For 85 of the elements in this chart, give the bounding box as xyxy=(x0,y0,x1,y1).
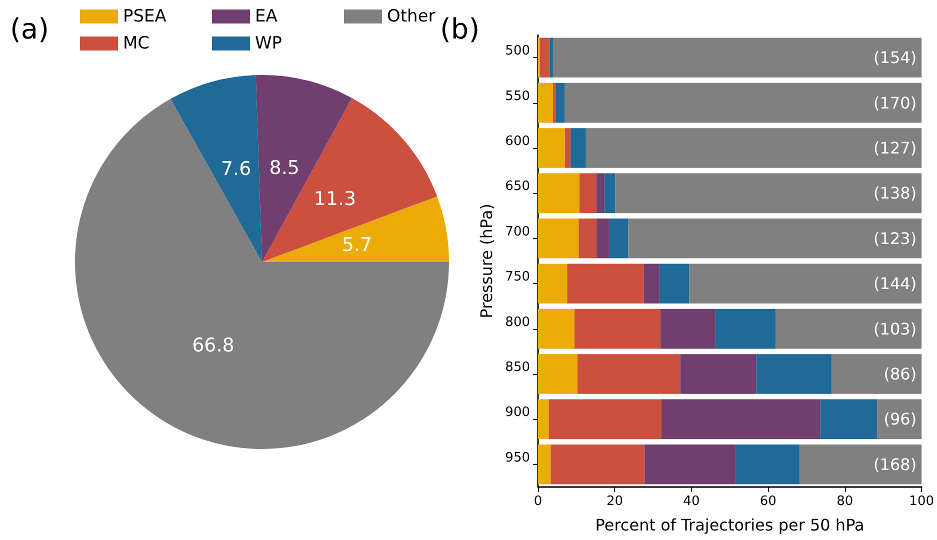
bar xyxy=(538,173,580,214)
annotation: (144) xyxy=(874,274,917,294)
bar xyxy=(628,218,922,258)
bar xyxy=(689,264,922,304)
bar xyxy=(548,399,662,440)
annotation: (168) xyxy=(874,454,917,474)
legend-label: Other xyxy=(387,6,436,26)
x-tick-label: 40 xyxy=(683,494,700,509)
bar xyxy=(538,308,574,349)
data-label: 11.3 xyxy=(314,188,356,210)
annotation: (96) xyxy=(884,410,917,429)
y-tick-label: 800 xyxy=(505,314,530,330)
bar xyxy=(776,308,922,349)
bar xyxy=(574,308,660,349)
bar xyxy=(552,82,556,123)
bar xyxy=(660,308,716,349)
y-tick-label: 550 xyxy=(505,88,530,104)
bar xyxy=(596,218,609,258)
x-tick-label: 60 xyxy=(760,494,776,509)
bar xyxy=(586,128,922,168)
bar xyxy=(680,354,756,394)
annotation: (154) xyxy=(874,48,917,68)
bar xyxy=(820,399,878,440)
annotation: (103) xyxy=(874,319,917,338)
bar xyxy=(538,82,553,123)
bar xyxy=(831,354,922,394)
bar xyxy=(615,173,922,214)
bar xyxy=(538,399,549,440)
x-tick-label: 80 xyxy=(836,494,854,509)
y-tick-label: 500 xyxy=(505,44,530,59)
bar xyxy=(556,82,565,123)
bar xyxy=(550,444,645,484)
y-tick-label: 650 xyxy=(505,179,530,194)
bar xyxy=(570,128,586,168)
bar xyxy=(578,354,680,394)
bar xyxy=(662,399,820,440)
bar xyxy=(604,173,616,214)
bar xyxy=(538,264,568,304)
data-label: 7.6 xyxy=(220,158,252,180)
bar xyxy=(644,444,736,484)
y-tick-label: 850 xyxy=(505,360,530,375)
bar xyxy=(538,128,565,168)
x-tick-label: 100 xyxy=(909,494,934,509)
legend-label: WP xyxy=(255,34,282,54)
annotation: (170) xyxy=(874,93,917,112)
bar xyxy=(538,354,578,394)
data-label: 8.5 xyxy=(269,157,300,180)
bar xyxy=(716,308,776,349)
legend-label: EA xyxy=(255,6,278,26)
bar xyxy=(608,218,628,258)
y-tick-label: 950 xyxy=(505,450,530,466)
y-tick-label: 700 xyxy=(505,224,530,240)
bar xyxy=(540,38,550,78)
bar xyxy=(564,82,922,123)
bar xyxy=(552,38,922,78)
chart-title: (a) xyxy=(10,12,50,46)
bar xyxy=(644,264,660,304)
y-tick-label: 600 xyxy=(505,134,530,149)
bar xyxy=(736,444,800,484)
bar xyxy=(800,444,922,484)
annotation: (86) xyxy=(884,364,917,384)
bar xyxy=(660,264,690,304)
annotation: (123) xyxy=(874,228,917,248)
bar xyxy=(538,218,579,258)
bar xyxy=(564,128,571,168)
bar xyxy=(550,38,553,78)
x-tick-label: 20 xyxy=(606,494,623,509)
x-axis-title: Percent of Trajectories per 50 hPa xyxy=(595,516,864,534)
data-label: 66.8 xyxy=(192,334,234,356)
x-tick-label: 0 xyxy=(534,494,542,509)
bar xyxy=(596,173,604,214)
annotation: (138) xyxy=(874,184,917,203)
y-tick-label: 900 xyxy=(505,405,530,420)
legend-label: PSEA xyxy=(123,6,167,26)
y-axis-title: Pressure (hPa) xyxy=(476,204,496,318)
bar xyxy=(538,444,551,484)
bar xyxy=(567,264,644,304)
data-label: 5.7 xyxy=(342,234,372,256)
bar xyxy=(579,173,596,214)
bar xyxy=(578,218,596,258)
chart-title: (b) xyxy=(440,12,480,46)
annotation: (127) xyxy=(874,138,917,158)
y-tick-label: 750 xyxy=(505,270,530,285)
bar xyxy=(756,354,832,394)
legend-label: MC xyxy=(123,34,150,54)
